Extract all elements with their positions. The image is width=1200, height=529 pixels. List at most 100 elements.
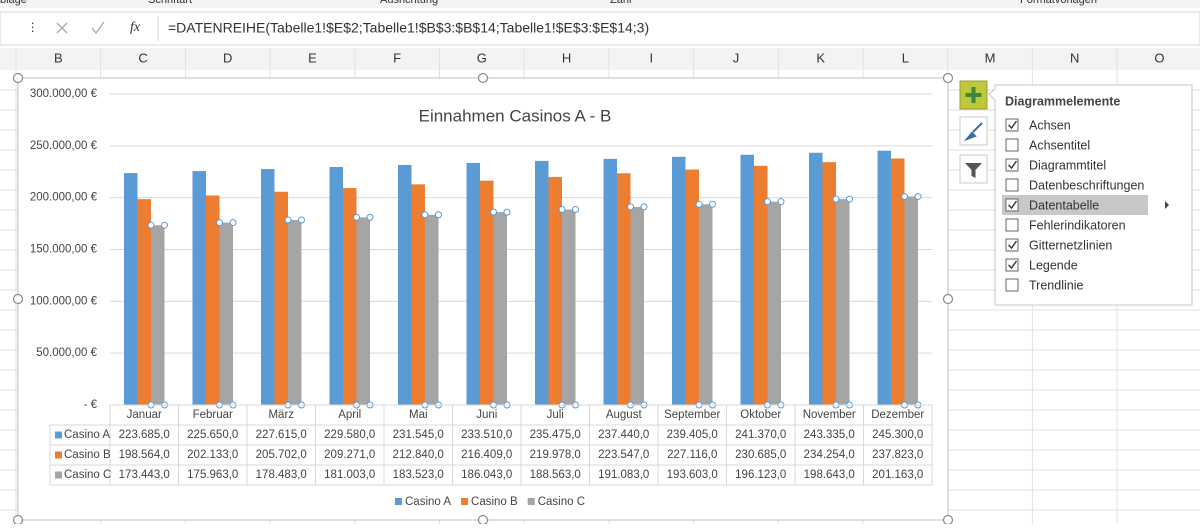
column-header[interactable]: H: [562, 50, 571, 65]
bar[interactable]: [466, 162, 481, 405]
formula-text[interactable]: =DATENREIHE(Tabelle1!$E$2;Tabelle1!$B$3:…: [168, 20, 649, 36]
resize-handle[interactable]: [12, 293, 24, 305]
panel-item-label[interactable]: Datentabelle: [1029, 198, 1099, 212]
bar[interactable]: [274, 191, 289, 405]
column-header[interactable]: G: [477, 50, 487, 65]
table-value: 188.563,0: [530, 469, 581, 481]
bar[interactable]: [822, 162, 837, 405]
table-value: 205.702,0: [256, 449, 307, 461]
fx-button[interactable]: fx: [130, 20, 141, 35]
checkbox[interactable]: [1005, 178, 1019, 192]
bar[interactable]: [767, 201, 782, 405]
bar[interactable]: [562, 209, 576, 405]
cancel-icon[interactable]: [56, 22, 68, 34]
bar[interactable]: [904, 196, 919, 405]
bar[interactable]: [343, 188, 357, 405]
bar[interactable]: [425, 214, 439, 405]
bar[interactable]: [493, 212, 508, 405]
legend-label[interactable]: Casino C: [538, 496, 585, 508]
resize-handle[interactable]: [12, 514, 24, 526]
bar[interactable]: [411, 184, 426, 405]
bar[interactable]: [685, 169, 700, 405]
legend-label[interactable]: Casino B: [471, 496, 518, 508]
panel-item-label[interactable]: Achsentitel: [1029, 138, 1090, 152]
bar[interactable]: [836, 199, 850, 405]
bar[interactable]: [261, 169, 275, 405]
panel-item-label[interactable]: Gitternetzlinien: [1029, 238, 1112, 252]
column-header[interactable]: L: [902, 50, 909, 65]
selection-handle: [161, 221, 168, 229]
bar[interactable]: [288, 219, 302, 405]
table-value: 202.133,0: [187, 449, 238, 461]
bar[interactable]: [124, 173, 138, 405]
bar[interactable]: [192, 171, 207, 405]
panel-item-label[interactable]: Trendlinie: [1029, 278, 1083, 292]
column-header[interactable]: F: [393, 50, 401, 65]
bar[interactable]: [398, 164, 412, 405]
table-series-name: Casino A: [64, 429, 110, 441]
column-header[interactable]: E: [308, 50, 317, 65]
column-header[interactable]: N: [1070, 50, 1079, 65]
bar[interactable]: [891, 158, 905, 405]
column-header[interactable]: D: [223, 50, 232, 65]
bar[interactable]: [809, 152, 823, 405]
y-tick-label: 150.000,00 €: [30, 244, 98, 256]
bar[interactable]: [219, 222, 234, 405]
column-header[interactable]: I: [649, 50, 653, 65]
bar[interactable]: [548, 176, 563, 405]
table-value: 191.083,0: [598, 469, 649, 481]
y-tick-label: - €: [84, 399, 98, 411]
column-header[interactable]: B: [54, 50, 63, 65]
column-header[interactable]: K: [816, 50, 825, 65]
panel-item-label[interactable]: Datenbeschriftungen: [1029, 178, 1144, 192]
resize-handle[interactable]: [12, 72, 24, 84]
bar[interactable]: [617, 173, 631, 405]
bar[interactable]: [754, 165, 768, 405]
column-header[interactable]: O: [1154, 50, 1164, 65]
bar[interactable]: [699, 204, 713, 405]
selection-handle: [366, 213, 374, 221]
bar[interactable]: [480, 180, 494, 405]
bar[interactable]: [740, 154, 755, 405]
bar[interactable]: [206, 195, 220, 405]
selection-handle: [695, 200, 703, 208]
panel-item-label[interactable]: Achsen: [1029, 118, 1071, 132]
selection-handle: [572, 206, 579, 214]
panel-item-label[interactable]: Fehlerindikatoren: [1029, 218, 1126, 232]
bar[interactable]: [630, 206, 645, 405]
resize-handle[interactable]: [942, 72, 954, 84]
x-tick-label: Mai: [409, 409, 428, 421]
enter-icon[interactable]: [91, 21, 105, 35]
selection-handle: [777, 198, 785, 206]
y-tick-label: 250.000,00 €: [30, 140, 98, 152]
bar[interactable]: [329, 167, 344, 405]
column-header[interactable]: M: [985, 50, 996, 65]
table-series-name: Casino B: [64, 449, 111, 461]
checkbox[interactable]: [1005, 218, 1019, 232]
checkbox[interactable]: [1005, 138, 1019, 152]
resize-handle[interactable]: [477, 72, 489, 84]
legend-key: [395, 498, 402, 505]
column-header[interactable]: J: [733, 50, 740, 65]
checkbox[interactable]: [1005, 278, 1019, 292]
bar[interactable]: [877, 150, 892, 405]
panel-item-label[interactable]: Diagrammtitel: [1029, 158, 1106, 172]
bar[interactable]: [151, 225, 165, 405]
selection-handle: [640, 203, 648, 211]
x-tick-label: Juni: [476, 409, 497, 421]
bar[interactable]: [535, 160, 549, 405]
bar[interactable]: [603, 158, 618, 405]
bar[interactable]: [137, 199, 152, 405]
x-tick-label: September: [664, 409, 720, 421]
bar[interactable]: [356, 217, 371, 405]
legend-label[interactable]: Casino A: [405, 496, 451, 508]
selected-row[interactable]: [1002, 195, 1148, 215]
resize-handle[interactable]: [942, 514, 954, 526]
resize-handle[interactable]: [942, 293, 954, 305]
panel-item-label[interactable]: Legende: [1029, 258, 1078, 272]
table-value: 231.545,0: [393, 429, 444, 441]
legend-key: [461, 498, 469, 505]
resize-handle[interactable]: [477, 514, 489, 526]
bar[interactable]: [672, 156, 686, 405]
column-header[interactable]: C: [138, 50, 147, 65]
